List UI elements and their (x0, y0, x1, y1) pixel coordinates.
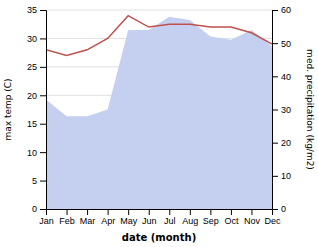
tick-label: 30 (281, 105, 291, 115)
tick-mark (40, 152, 46, 153)
tick: May (120, 209, 138, 226)
tick-mark (272, 143, 278, 144)
y2-axis-title: med. precipitation (kg/m2) (305, 49, 315, 170)
tick-label: 25 (27, 62, 37, 72)
tick-label: 5 (32, 176, 37, 186)
tick: 35 (27, 5, 46, 15)
tick-label: Jul (164, 216, 176, 226)
tick-label: 35 (27, 5, 37, 15)
tick: Aug (182, 209, 198, 226)
chart-container: JanFebMarAprMayJunJulAugSepOctNovDec0510… (0, 0, 318, 247)
tick: Nov (244, 209, 261, 226)
tick-label: Aug (182, 216, 198, 226)
tick-mark (272, 110, 278, 111)
tick-mark (272, 76, 278, 77)
tick-label: Apr (101, 216, 115, 226)
tick: Mar (80, 209, 96, 226)
y-axis-title: max temp (C) (3, 78, 13, 140)
tick: 10 (272, 171, 291, 181)
tick: 15 (27, 119, 46, 129)
tick-label: Mar (80, 216, 96, 226)
tick-mark (190, 209, 191, 215)
axis-line (47, 210, 273, 216)
x-axis: Jan Feb Mar Apr May Jun Jul Aug Sep Oct NovDec (39, 209, 281, 226)
tick-label: 40 (281, 72, 291, 82)
tick: 60 (272, 5, 291, 15)
tick-mark (87, 209, 88, 215)
tick: Jan (39, 209, 54, 226)
tick-label: 10 (27, 148, 37, 158)
tick-label: 10 (281, 171, 291, 181)
tick: 30 (272, 105, 291, 115)
tick-label: 0 (32, 204, 37, 214)
tick-label: 20 (27, 91, 37, 101)
axis-line (273, 11, 279, 210)
y-axis: 0 5 10 15 20 25 30 35 (27, 5, 47, 214)
tick-mark (40, 67, 46, 68)
tick-label: 50 (281, 39, 291, 49)
tick-mark (169, 209, 170, 215)
tick-mark (272, 176, 278, 177)
tick-label: 20 (281, 138, 291, 148)
grid (46, 10, 272, 209)
tick-label: 30 (27, 34, 37, 44)
tick: 25 (27, 62, 46, 72)
tick: 30 (27, 34, 46, 44)
plot-area (46, 16, 272, 209)
tick: 0 (272, 204, 286, 214)
tick: Oct (224, 209, 239, 226)
x-axis-title: date (month) (122, 232, 196, 243)
tick-label: Dec (264, 216, 281, 226)
area (46, 17, 272, 209)
tick-label: Jan (39, 216, 54, 226)
tick-mark (40, 10, 46, 11)
tick: Feb (59, 209, 75, 226)
axis-line (40, 11, 47, 210)
tick-mark (128, 209, 129, 215)
tick: 50 (272, 39, 291, 49)
tick-label: 15 (27, 119, 37, 129)
tick-mark (40, 181, 46, 182)
tick-mark (272, 209, 278, 210)
tick: Jul (164, 209, 176, 226)
tick-label: Oct (224, 216, 239, 226)
tick-mark (231, 209, 232, 215)
y2-axis: 0 10 20 30 40 50 60 (272, 5, 291, 214)
tick: Dec (264, 209, 281, 226)
chart: JanFebMarAprMayJunJulAugSepOctNovDec0510… (0, 0, 318, 247)
tick-mark (40, 209, 46, 210)
tick: 20 (27, 91, 46, 101)
tick-label: 0 (281, 204, 286, 214)
tick: 0 (32, 204, 46, 214)
tick-label: Sep (203, 216, 219, 226)
tick-mark (272, 10, 278, 11)
tick-mark (210, 209, 211, 215)
tick-mark (40, 38, 46, 39)
grid-line (46, 10, 272, 11)
tick-mark (40, 124, 46, 125)
tick-label: Feb (59, 216, 75, 226)
tick-label: May (120, 216, 138, 226)
tick: 10 (27, 148, 46, 158)
tick-mark (272, 43, 278, 44)
tick: Jun (142, 209, 157, 226)
tick: 40 (272, 72, 291, 82)
tick: Sep (203, 209, 219, 226)
tick-mark (108, 209, 109, 215)
tick-mark (149, 209, 150, 215)
tick: 20 (272, 138, 291, 148)
tick-mark (251, 209, 252, 215)
tick-label: Nov (244, 216, 261, 226)
tick-label: 60 (281, 5, 291, 15)
tick-mark (67, 209, 68, 215)
line (46, 16, 272, 56)
tick-label: Jun (142, 216, 157, 226)
tick-mark (40, 95, 46, 96)
tick: 5 (32, 176, 46, 186)
tick: Apr (101, 209, 115, 226)
